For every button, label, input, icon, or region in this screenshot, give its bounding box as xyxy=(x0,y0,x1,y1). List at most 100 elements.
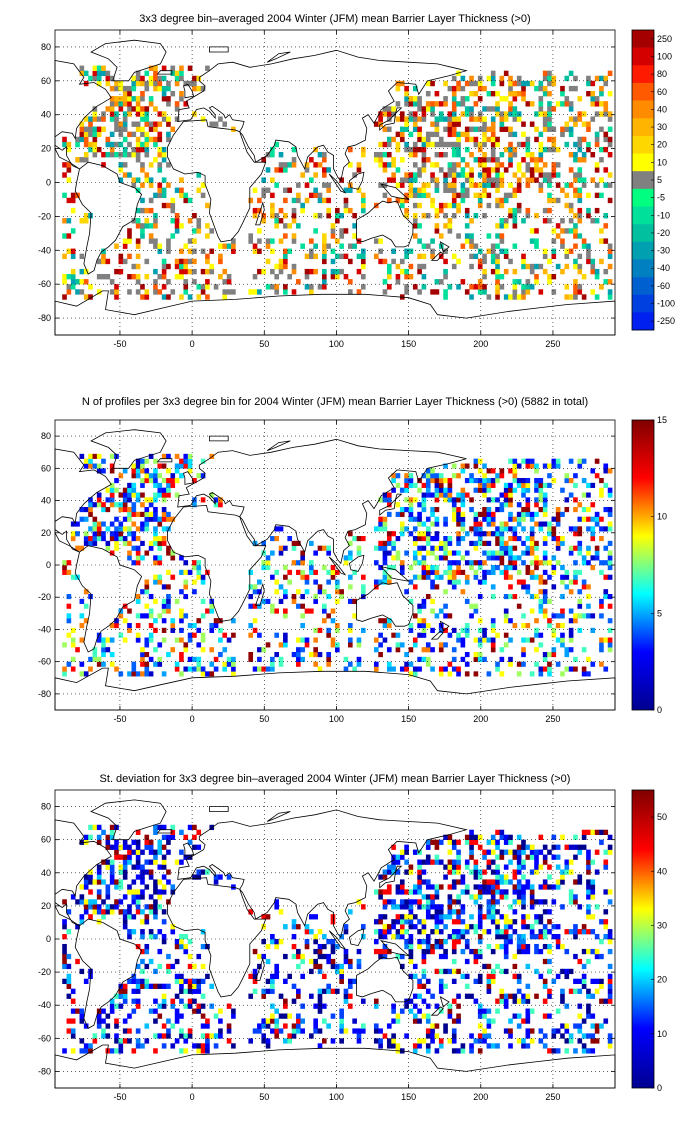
bin-cell xyxy=(408,516,414,522)
bin-cell xyxy=(127,1028,132,1034)
bin-cell xyxy=(490,565,496,571)
bin-cell xyxy=(352,172,357,178)
bin-cell xyxy=(508,661,513,667)
bin-cell xyxy=(356,268,362,275)
bin-cell xyxy=(430,666,435,672)
bin-cell xyxy=(590,536,596,542)
bin-cell xyxy=(560,904,565,910)
bin-cell xyxy=(83,463,89,469)
bin-cell xyxy=(131,274,137,280)
bin-cell xyxy=(161,187,167,193)
bin-cell xyxy=(187,656,193,662)
bin-cell xyxy=(594,550,600,556)
bin-cell xyxy=(538,973,544,980)
bin-cell xyxy=(477,468,483,474)
bin-cell xyxy=(144,516,150,522)
bin-cell xyxy=(335,213,340,219)
bin-cell xyxy=(283,1038,288,1044)
bin-cell xyxy=(482,1038,487,1044)
bin-cell xyxy=(287,1033,292,1039)
bin-cell xyxy=(503,608,509,614)
bin-cell xyxy=(482,172,487,178)
bin-cell xyxy=(438,207,444,214)
bin-cell xyxy=(425,131,431,138)
bin-cell xyxy=(140,131,145,138)
bin-cell xyxy=(447,172,453,178)
bin-cell xyxy=(79,253,85,260)
bin-cell xyxy=(499,894,505,900)
bin-cell xyxy=(174,75,180,82)
bin-cell xyxy=(586,859,591,865)
bin-cell xyxy=(135,555,141,561)
bin-cell xyxy=(322,943,327,950)
colorbar-label: 60 xyxy=(657,87,667,97)
bin-cell xyxy=(460,187,466,193)
bin-cell xyxy=(555,854,561,860)
bin-cell xyxy=(529,934,535,940)
bin-cell xyxy=(373,1028,379,1034)
bin-cell xyxy=(326,627,331,633)
bin-cell xyxy=(443,268,448,275)
bin-cell xyxy=(456,121,461,127)
coastline xyxy=(439,240,450,253)
bin-cell xyxy=(140,294,145,300)
bin-cell xyxy=(70,531,76,537)
bin-cell xyxy=(148,869,154,875)
bin-cell xyxy=(118,531,124,537)
bin-cell xyxy=(161,627,167,633)
bin-cell xyxy=(495,1008,500,1014)
bin-cell xyxy=(196,988,202,994)
bin-cell xyxy=(547,177,552,183)
bin-cell xyxy=(542,859,548,865)
bin-cell xyxy=(456,492,461,498)
bin-cell xyxy=(153,473,158,479)
bin-cell xyxy=(144,85,150,92)
bin-cell xyxy=(339,243,344,249)
bin-cell xyxy=(547,874,552,880)
bin-cell xyxy=(534,126,539,132)
bin-cell xyxy=(417,618,422,624)
bin-cell xyxy=(187,839,193,845)
bin-cell xyxy=(456,521,461,527)
bin-cell xyxy=(144,116,150,122)
bin-cell xyxy=(573,177,578,183)
bin-cell xyxy=(213,666,219,672)
bin-cell xyxy=(148,859,154,865)
bin-cell xyxy=(590,613,596,619)
bin-cell xyxy=(482,284,487,290)
bin-cell xyxy=(187,463,193,469)
bin-cell xyxy=(538,96,544,102)
bin-cell xyxy=(144,526,150,532)
bin-cell xyxy=(300,656,305,662)
bin-cell xyxy=(434,131,440,138)
bin-cell xyxy=(521,218,526,224)
bin-cell xyxy=(516,899,522,905)
bin-cell xyxy=(456,152,461,158)
bin-cell xyxy=(529,172,535,178)
bin-cell xyxy=(404,550,409,556)
bin-cell xyxy=(300,637,305,643)
bin-cell xyxy=(408,579,414,585)
bin-cell xyxy=(404,85,409,92)
bin-cell xyxy=(179,613,184,619)
bin-cell xyxy=(395,116,401,122)
bin-cell xyxy=(512,555,518,561)
bin-cell xyxy=(391,531,396,537)
bin-cell xyxy=(66,1028,72,1034)
bin-cell xyxy=(473,91,479,97)
bin-cell xyxy=(477,192,483,199)
x-tick-label: 250 xyxy=(545,339,560,349)
bin-cell xyxy=(153,511,158,517)
bin-cell xyxy=(495,202,500,209)
bin-cell xyxy=(538,101,544,107)
bin-cell xyxy=(317,197,323,204)
bin-cell xyxy=(490,531,496,537)
bin-cell xyxy=(555,661,561,667)
bin-cell xyxy=(404,526,409,532)
bin-cell xyxy=(560,228,565,234)
bin-cell xyxy=(196,978,202,984)
bin-cell xyxy=(547,106,552,112)
bin-cell xyxy=(434,854,440,860)
bin-cell xyxy=(438,968,444,975)
bin-cell xyxy=(391,473,396,479)
